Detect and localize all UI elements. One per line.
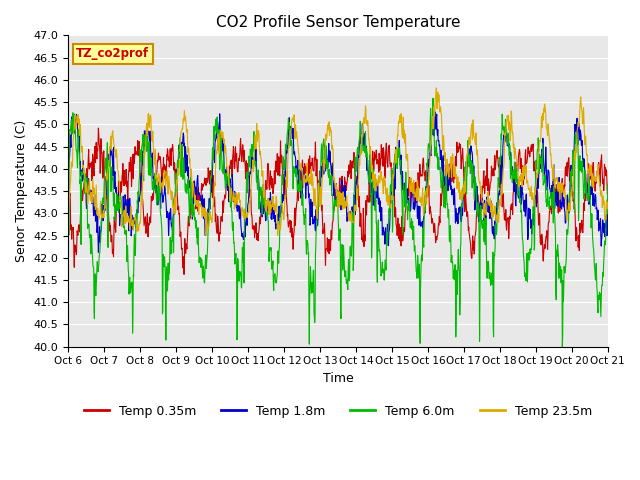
Temp 0.35m <box>180 272 188 277</box>
Temp 1.8m <box>294 165 301 171</box>
Temp 0.35m <box>372 155 380 160</box>
Temp 6.0m <box>559 344 566 349</box>
Temp 1.8m <box>95 250 102 255</box>
Temp 6.0m <box>106 157 114 163</box>
Temp 23.5m <box>128 223 136 228</box>
Temp 23.5m <box>64 200 72 206</box>
Temp 6.0m <box>64 135 72 141</box>
Text: TZ_co2prof: TZ_co2prof <box>76 47 149 60</box>
Temp 23.5m <box>433 85 440 91</box>
Temp 0.35m <box>106 223 114 228</box>
Temp 6.0m <box>293 182 301 188</box>
Temp 0.35m <box>95 125 102 131</box>
Line: Temp 1.8m: Temp 1.8m <box>68 112 608 252</box>
Temp 6.0m <box>128 279 136 285</box>
Temp 23.5m <box>314 180 322 186</box>
Temp 0.35m <box>604 192 612 197</box>
Temp 0.35m <box>315 179 323 184</box>
Temp 23.5m <box>372 182 380 188</box>
Temp 0.35m <box>64 190 72 196</box>
Legend: Temp 0.35m, Temp 1.8m, Temp 6.0m, Temp 23.5m: Temp 0.35m, Temp 1.8m, Temp 6.0m, Temp 2… <box>79 400 597 423</box>
Temp 0.35m <box>129 157 136 163</box>
Temp 6.0m <box>305 252 312 257</box>
Temp 23.5m <box>106 144 114 150</box>
Temp 1.8m <box>314 202 322 208</box>
Title: CO2 Profile Sensor Temperature: CO2 Profile Sensor Temperature <box>216 15 460 30</box>
Temp 1.8m <box>431 109 439 115</box>
Line: Temp 6.0m: Temp 6.0m <box>68 98 608 347</box>
Temp 1.8m <box>372 187 380 193</box>
Line: Temp 23.5m: Temp 23.5m <box>68 88 608 236</box>
Temp 23.5m <box>202 233 210 239</box>
Temp 23.5m <box>604 200 612 205</box>
X-axis label: Time: Time <box>323 372 353 385</box>
Temp 1.8m <box>129 212 136 218</box>
Temp 1.8m <box>64 173 72 179</box>
Temp 0.35m <box>305 171 313 177</box>
Temp 0.35m <box>294 178 301 183</box>
Temp 1.8m <box>305 194 312 200</box>
Temp 6.0m <box>429 96 437 101</box>
Temp 1.8m <box>604 204 612 210</box>
Y-axis label: Senor Temperature (C): Senor Temperature (C) <box>15 120 28 262</box>
Temp 23.5m <box>294 137 301 143</box>
Temp 23.5m <box>305 174 312 180</box>
Temp 6.0m <box>371 207 379 213</box>
Temp 6.0m <box>604 181 612 187</box>
Temp 1.8m <box>106 151 114 157</box>
Temp 6.0m <box>314 209 322 215</box>
Line: Temp 0.35m: Temp 0.35m <box>68 128 608 275</box>
